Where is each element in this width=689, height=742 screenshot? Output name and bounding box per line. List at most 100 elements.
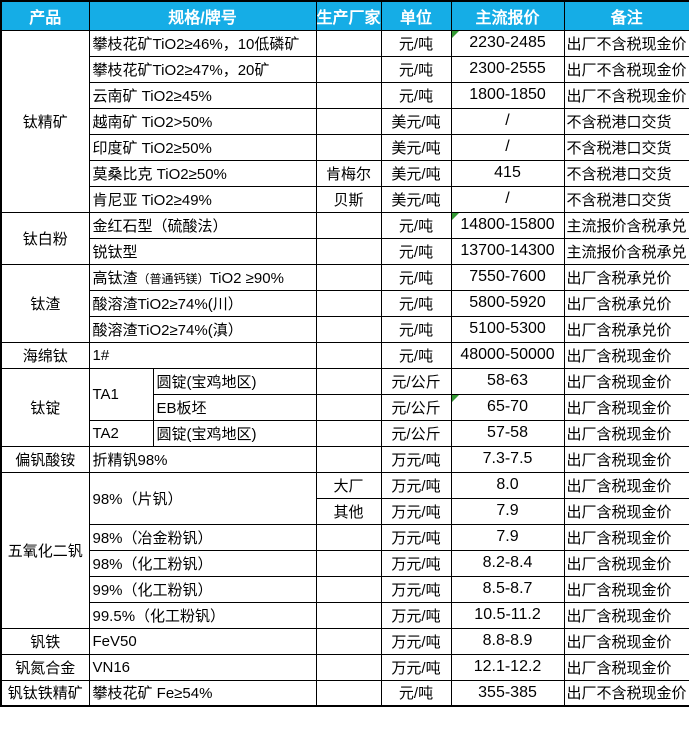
cell-text: 7.9 [496, 502, 519, 519]
unit-cell: 元/吨 [380, 237, 452, 265]
cell-text: 美元/吨 [391, 165, 441, 183]
cell-text: 攀枝花矿TiO2≥46%，10低磷矿 [92, 35, 300, 53]
table-row: 98%（冶金粉钒） 万元/吨 7.9 出厂含税现金价 [1, 523, 689, 551]
cell-text: / [505, 138, 510, 155]
header-product: 产品 [0, 0, 90, 31]
price-cell: 8.0 [450, 471, 565, 499]
cell-text: 元/公斤 [391, 399, 441, 417]
remark-cell: 不含税港口交货 [563, 107, 689, 135]
table-row: 钛精矿 攀枝花矿TiO2≥46%，10低磷矿 元/吨 2230-2485 出厂不含税现金… [0, 29, 689, 213]
cell-text: 攀枝花矿TiO2≥47%，20矿 [92, 61, 270, 79]
cell-text: / [505, 112, 510, 129]
spec-cell: 攀枝花矿TiO2≥46%，10低磷矿 [88, 29, 317, 57]
producer-cell [315, 341, 382, 369]
price-table: 产品 规格/牌号 生产厂家 单位 主流报价 备注 钛精矿 攀枝花矿TiO2≥46%… [0, 0, 689, 707]
unit-cell: 万元/吨 [380, 497, 452, 525]
cell-text: 355-385 [478, 683, 537, 701]
cell-text: 万元/吨 [391, 607, 441, 625]
spec-text-part: 高钛渣 [92, 269, 138, 287]
cell-text: 8.8-8.9 [482, 632, 533, 649]
cell-text: 酸溶渣TiO2≥74%(川） [92, 295, 243, 313]
cell-text: 元/吨 [398, 269, 434, 287]
unit-cell: 美元/吨 [380, 107, 452, 135]
cell-text: 48000-50000 [460, 346, 555, 363]
table-row: 钛锭 TA1 圆锭(宝鸡地区) 元/公斤 58-63 出厂含税现金价 [0, 367, 689, 447]
spec-cell: 折精钒98% [88, 445, 317, 473]
spec-cell: 99%（化工粉钒） [88, 575, 317, 603]
cell-text: 2230-2485 [469, 34, 546, 51]
table-row: 肯尼亚 TiO2≥49% 贝斯 美元/吨 / 不含税港口交货 [1, 185, 689, 213]
cell-text: 出厂含税现金价 [566, 451, 672, 469]
table-row: 钒钛铁精矿 攀枝花矿 Fe≥54% 元/吨 355-385 出厂不含税现金价 [0, 679, 689, 707]
product-cell: 五氧化二钒 [0, 471, 90, 629]
cell-text: 钛白粉 [22, 230, 68, 248]
cell-text: 出厂含税现金价 [566, 633, 672, 651]
cell-text: 万元/吨 [391, 451, 441, 469]
producer-cell [315, 133, 382, 161]
cell-text: 98%（冶金粉钒） [92, 529, 213, 547]
remark-cell: 出厂含税现金价 [563, 393, 689, 421]
producer-cell [315, 393, 382, 421]
product-cell: 钛白粉 [0, 211, 90, 265]
cell-text: 415 [494, 164, 521, 181]
unit-cell: 万元/吨 [380, 627, 452, 655]
cell-text: 出厂含税现金价 [566, 503, 672, 521]
spec-cell: 高钛渣（普通钙镁）TiO2 ≥90% [88, 263, 317, 291]
cell-text: 钛锭 [30, 399, 61, 417]
cell-text: 出厂含税承兑价 [566, 295, 672, 313]
price-cell: 5100-5300 [450, 315, 565, 343]
cell-text: 98%（化工粉钒） [92, 555, 213, 573]
spec-cell: 云南矿 TiO2≥45% [88, 81, 317, 109]
remark-cell: 主流报价含税承兑 [563, 237, 689, 265]
price-cell: 7550-7600 [450, 263, 565, 291]
spec-form-cell: EB板坯 [152, 393, 317, 421]
spec-cell: VN16 [88, 653, 317, 681]
price-cell: 8.8-8.9 [450, 627, 565, 655]
price-cell: 2300-2555 [450, 55, 565, 83]
unit-cell: 万元/吨 [380, 445, 452, 473]
product-cell: 钒铁 [0, 627, 90, 655]
cell-text: 出厂含税现金价 [566, 555, 672, 573]
cell-text: 不含税港口交货 [566, 113, 672, 131]
cell-text: 1# [92, 346, 110, 364]
remark-cell: 不含税港口交货 [563, 133, 689, 161]
price-cell: / [450, 107, 565, 135]
cell-text: 5800-5920 [469, 294, 546, 311]
cell-corner-marker-icon [452, 395, 459, 402]
cell-text: 7550-7600 [469, 268, 546, 285]
remark-cell: 出厂含税现金价 [563, 445, 689, 473]
unit-cell: 元/吨 [380, 341, 452, 369]
cell-text: 万元/吨 [391, 477, 441, 495]
product-cell: 偏钒酸铵 [0, 445, 90, 473]
cell-text: 5100-5300 [469, 320, 546, 337]
cell-text: 10.5-11.2 [474, 606, 541, 623]
unit-cell: 万元/吨 [380, 549, 452, 577]
remark-cell: 出厂不含税现金价 [563, 81, 689, 109]
cell-text: 圆锭(宝鸡地区) [156, 425, 257, 443]
remark-cell: 出厂含税现金价 [563, 471, 689, 499]
table-row: 钒铁 FeV50 万元/吨 8.8-8.9 出厂含税现金价 [0, 627, 689, 655]
cell-text: 元/吨 [398, 243, 434, 261]
cell-text: 其他 [333, 503, 364, 521]
unit-cell: 万元/吨 [380, 601, 452, 629]
cell-text: 肯梅尔 [326, 165, 372, 183]
price-cell: 48000-50000 [450, 341, 565, 369]
remark-cell: 不含税港口交货 [563, 185, 689, 213]
cell-text: 万元/吨 [391, 581, 441, 599]
unit-cell: 美元/吨 [380, 133, 452, 161]
producer-cell: 肯梅尔 [315, 159, 382, 187]
cell-text: 贝斯 [333, 191, 364, 209]
price-cell: 2230-2485 [450, 29, 565, 57]
cell-text: 万元/吨 [391, 555, 441, 573]
spec-cell: 攀枝花矿TiO2≥47%，20矿 [88, 55, 317, 83]
cell-text: 出厂含税现金价 [566, 607, 672, 625]
table-row: 钛白粉 金红石型（硫酸法） 元/吨 14800-15800 主流报价含税承兑 [0, 211, 689, 265]
cell-text: 万元/吨 [391, 633, 441, 651]
cell-text: 12.1-12.2 [473, 658, 542, 675]
producer-cell [315, 263, 382, 291]
price-cell: 65-70 [450, 393, 565, 421]
remark-cell: 出厂不含税现金价 [563, 679, 689, 707]
unit-cell: 元/吨 [380, 55, 452, 83]
cell-text: 出厂含税现金价 [566, 529, 672, 547]
price-cell: / [450, 185, 565, 213]
